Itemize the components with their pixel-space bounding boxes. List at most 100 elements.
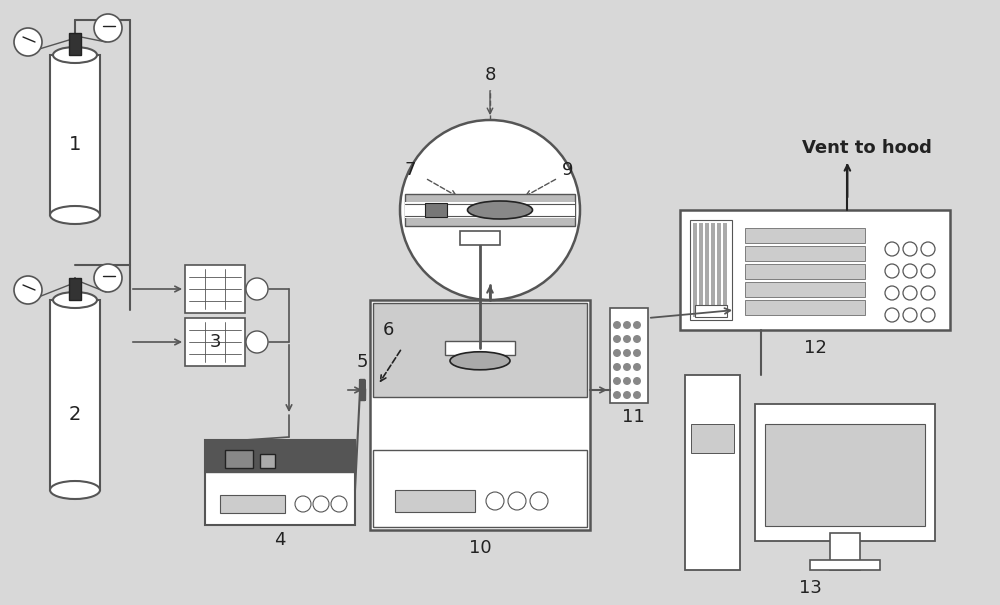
Text: Vent to hood: Vent to hood <box>802 139 932 157</box>
Circle shape <box>633 377 641 385</box>
Bar <box>685 375 740 570</box>
Bar <box>225 450 253 468</box>
Bar <box>445 341 515 355</box>
Ellipse shape <box>50 206 100 224</box>
Bar <box>691 424 734 453</box>
Circle shape <box>613 377 621 385</box>
Bar <box>373 303 587 397</box>
Bar <box>680 210 950 330</box>
Bar <box>405 202 575 218</box>
Bar <box>830 533 860 570</box>
Text: 10: 10 <box>469 539 491 557</box>
Circle shape <box>903 242 917 256</box>
Bar <box>260 454 275 468</box>
Circle shape <box>903 264 917 278</box>
Text: 1: 1 <box>69 136 81 154</box>
Bar <box>610 308 648 403</box>
Bar <box>765 424 925 526</box>
Bar <box>693 223 697 317</box>
Bar <box>745 228 865 243</box>
Circle shape <box>885 242 899 256</box>
Bar <box>745 282 865 297</box>
Circle shape <box>633 363 641 371</box>
Text: 11: 11 <box>622 408 644 426</box>
Bar <box>699 223 703 317</box>
Bar <box>205 440 355 525</box>
Circle shape <box>633 391 641 399</box>
Bar <box>395 490 475 512</box>
Text: 13: 13 <box>799 579 821 597</box>
Circle shape <box>295 496 311 512</box>
Bar <box>425 203 447 217</box>
Bar <box>185 265 245 313</box>
Bar <box>373 450 587 527</box>
Text: 3: 3 <box>209 333 221 351</box>
Circle shape <box>613 321 621 329</box>
Circle shape <box>94 264 122 292</box>
Bar <box>370 300 590 530</box>
Circle shape <box>885 286 899 300</box>
Text: 6: 6 <box>382 321 394 339</box>
Bar <box>717 223 721 317</box>
Bar <box>69 33 81 55</box>
Bar <box>690 220 732 320</box>
Bar <box>745 264 865 279</box>
Bar <box>810 560 880 570</box>
Text: 5: 5 <box>357 353 368 371</box>
Bar <box>705 223 709 317</box>
Circle shape <box>400 120 580 300</box>
Bar <box>220 495 285 513</box>
Ellipse shape <box>53 292 97 308</box>
Circle shape <box>246 331 268 353</box>
Ellipse shape <box>50 481 100 499</box>
Circle shape <box>921 286 935 300</box>
Circle shape <box>331 496 347 512</box>
Circle shape <box>921 308 935 322</box>
Circle shape <box>613 349 621 357</box>
Text: 7: 7 <box>404 161 416 179</box>
Circle shape <box>14 276 42 304</box>
Ellipse shape <box>450 352 510 370</box>
Ellipse shape <box>53 47 97 63</box>
Text: 2: 2 <box>69 405 81 425</box>
Bar <box>460 231 500 245</box>
Circle shape <box>623 391 631 399</box>
Circle shape <box>921 264 935 278</box>
Circle shape <box>885 308 899 322</box>
Circle shape <box>623 335 631 343</box>
Text: 4: 4 <box>274 531 286 549</box>
Circle shape <box>623 377 631 385</box>
Text: 9: 9 <box>562 161 574 179</box>
Bar <box>50 55 100 215</box>
Circle shape <box>613 363 621 371</box>
Circle shape <box>14 28 42 56</box>
Bar <box>745 246 865 261</box>
Circle shape <box>530 492 548 510</box>
Ellipse shape <box>468 201 532 219</box>
Bar <box>695 305 727 317</box>
Circle shape <box>903 286 917 300</box>
Bar <box>205 440 355 473</box>
Circle shape <box>633 335 641 343</box>
Text: 8: 8 <box>484 66 496 84</box>
Bar <box>69 278 81 300</box>
Text: 12: 12 <box>804 339 826 357</box>
Circle shape <box>313 496 329 512</box>
Circle shape <box>623 363 631 371</box>
Circle shape <box>486 492 504 510</box>
Circle shape <box>623 321 631 329</box>
Bar <box>185 318 245 366</box>
Circle shape <box>613 391 621 399</box>
Bar <box>711 223 715 317</box>
Bar <box>405 194 575 226</box>
Bar <box>745 300 865 315</box>
Circle shape <box>633 321 641 329</box>
Circle shape <box>921 242 935 256</box>
Circle shape <box>903 308 917 322</box>
Bar <box>50 300 100 490</box>
Bar <box>755 404 935 541</box>
Circle shape <box>613 335 621 343</box>
Bar <box>723 223 727 317</box>
Circle shape <box>94 14 122 42</box>
Circle shape <box>508 492 526 510</box>
